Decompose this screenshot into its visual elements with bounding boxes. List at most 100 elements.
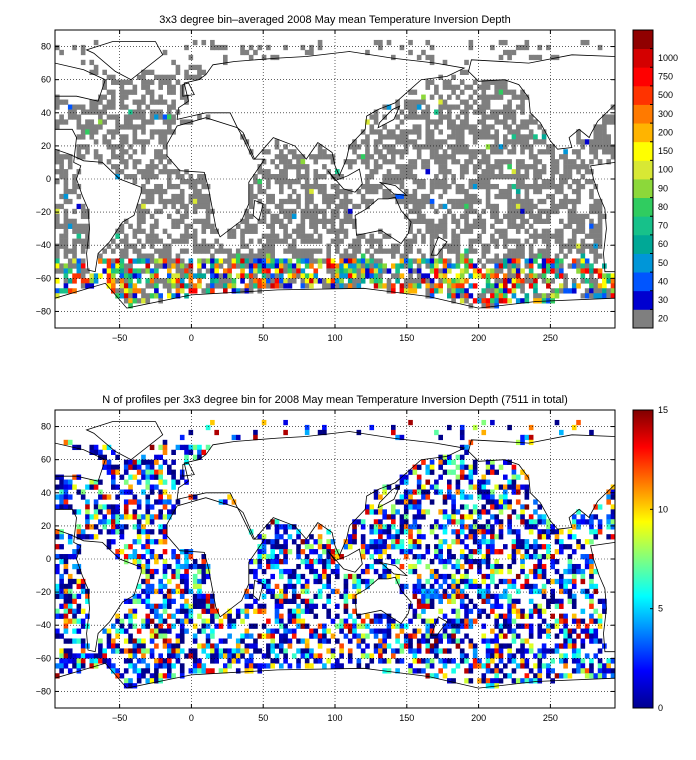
heatmap-cell bbox=[141, 563, 146, 570]
heatmap-cell bbox=[352, 598, 357, 604]
heatmap-cell bbox=[201, 238, 207, 244]
heatmap-cell bbox=[490, 174, 495, 180]
heatmap-cell bbox=[300, 233, 306, 239]
heatmap-cell bbox=[571, 233, 577, 239]
heatmap-cell bbox=[128, 598, 133, 604]
heatmap-cell bbox=[80, 154, 86, 160]
heatmap-cell bbox=[223, 59, 228, 66]
heatmap-cell bbox=[89, 59, 95, 66]
heatmap-cell bbox=[416, 208, 422, 215]
heatmap-cell bbox=[162, 633, 168, 639]
heatmap-cell bbox=[158, 74, 163, 80]
heatmap-cell bbox=[507, 603, 512, 609]
heatmap-cell bbox=[503, 124, 508, 130]
heatmap-cell bbox=[429, 633, 435, 639]
heatmap-cell bbox=[378, 238, 383, 244]
heatmap-cell bbox=[503, 293, 508, 299]
heatmap-cell bbox=[313, 174, 319, 180]
heatmap-cell bbox=[59, 494, 64, 500]
coastline bbox=[590, 161, 615, 273]
heatmap-cell bbox=[330, 159, 336, 165]
heatmap-cell bbox=[416, 573, 422, 580]
heatmap-cell bbox=[438, 114, 443, 120]
heatmap-cell bbox=[55, 529, 60, 535]
heatmap-cell bbox=[85, 278, 90, 284]
heatmap-cell bbox=[123, 638, 129, 644]
heatmap-cell bbox=[136, 479, 142, 485]
heatmap-cell bbox=[279, 273, 284, 279]
heatmap-cell bbox=[309, 563, 314, 570]
heatmap-cell bbox=[472, 268, 478, 274]
heatmap-cell bbox=[554, 623, 560, 629]
heatmap-cell bbox=[283, 159, 288, 165]
heatmap-cell bbox=[171, 238, 176, 244]
heatmap-cell bbox=[481, 248, 487, 254]
heatmap-cell bbox=[162, 139, 168, 145]
heatmap-cell bbox=[141, 69, 146, 75]
heatmap-cell bbox=[464, 268, 469, 274]
colorbar-label: 50 bbox=[658, 258, 668, 268]
heatmap-cell bbox=[481, 208, 487, 215]
heatmap-cell bbox=[559, 218, 564, 224]
heatmap-cell bbox=[425, 469, 431, 475]
heatmap-cell bbox=[563, 278, 568, 284]
heatmap-cell bbox=[546, 179, 551, 185]
heatmap-cell bbox=[352, 238, 357, 244]
heatmap-cell bbox=[136, 238, 142, 244]
heatmap-cell bbox=[55, 203, 60, 210]
heatmap-cell bbox=[188, 74, 194, 80]
heatmap-cell bbox=[89, 273, 95, 279]
heatmap-cell bbox=[304, 233, 310, 239]
heatmap-cell bbox=[507, 223, 512, 229]
heatmap-cell bbox=[442, 149, 448, 155]
heatmap-cell bbox=[425, 193, 431, 200]
heatmap-cell bbox=[593, 124, 599, 130]
heatmap-cell bbox=[179, 84, 185, 90]
heatmap-cell bbox=[80, 588, 86, 595]
heatmap-cell bbox=[59, 499, 64, 505]
heatmap-cell bbox=[352, 263, 357, 269]
heatmap-cell bbox=[128, 278, 133, 284]
heatmap-cell bbox=[442, 459, 448, 465]
heatmap-cell bbox=[550, 193, 555, 200]
heatmap-cell bbox=[537, 573, 543, 580]
heatmap-cell bbox=[425, 263, 431, 269]
y-tick-label: 0 bbox=[46, 174, 51, 184]
heatmap-cell bbox=[67, 578, 73, 585]
heatmap-cell bbox=[524, 293, 530, 299]
heatmap-cell bbox=[257, 169, 263, 175]
heatmap-cell bbox=[468, 638, 474, 644]
heatmap-cell bbox=[162, 559, 168, 565]
heatmap-cell bbox=[610, 288, 615, 294]
heatmap-cell bbox=[541, 134, 547, 140]
heatmap-cell bbox=[300, 588, 306, 595]
heatmap-cell bbox=[455, 139, 461, 145]
heatmap-cell bbox=[76, 618, 82, 624]
heatmap-cell bbox=[261, 174, 267, 180]
heatmap-cell bbox=[546, 549, 551, 555]
heatmap-cell bbox=[451, 243, 456, 249]
heatmap-cell bbox=[72, 618, 77, 624]
heatmap-cell bbox=[438, 524, 443, 530]
heatmap-cell bbox=[326, 563, 331, 570]
heatmap-cell bbox=[102, 268, 107, 274]
heatmap-cell bbox=[399, 253, 405, 259]
heatmap-cell bbox=[184, 608, 189, 614]
heatmap-cell bbox=[464, 59, 469, 66]
heatmap-cell bbox=[162, 534, 168, 540]
heatmap-cell bbox=[451, 288, 456, 294]
heatmap-cell bbox=[192, 243, 198, 249]
heatmap-cell bbox=[459, 198, 465, 205]
heatmap-cell bbox=[352, 623, 357, 629]
heatmap-cell bbox=[442, 469, 448, 475]
heatmap-cell bbox=[80, 608, 86, 614]
heatmap-cell bbox=[317, 429, 323, 436]
heatmap-cell bbox=[141, 648, 146, 654]
heatmap-cell bbox=[184, 603, 189, 609]
heatmap-cell bbox=[429, 94, 435, 100]
heatmap-cell bbox=[515, 94, 521, 100]
heatmap-cell bbox=[145, 104, 151, 110]
heatmap-cell bbox=[511, 628, 517, 634]
heatmap-cell bbox=[274, 238, 280, 244]
heatmap-cell bbox=[115, 633, 120, 639]
